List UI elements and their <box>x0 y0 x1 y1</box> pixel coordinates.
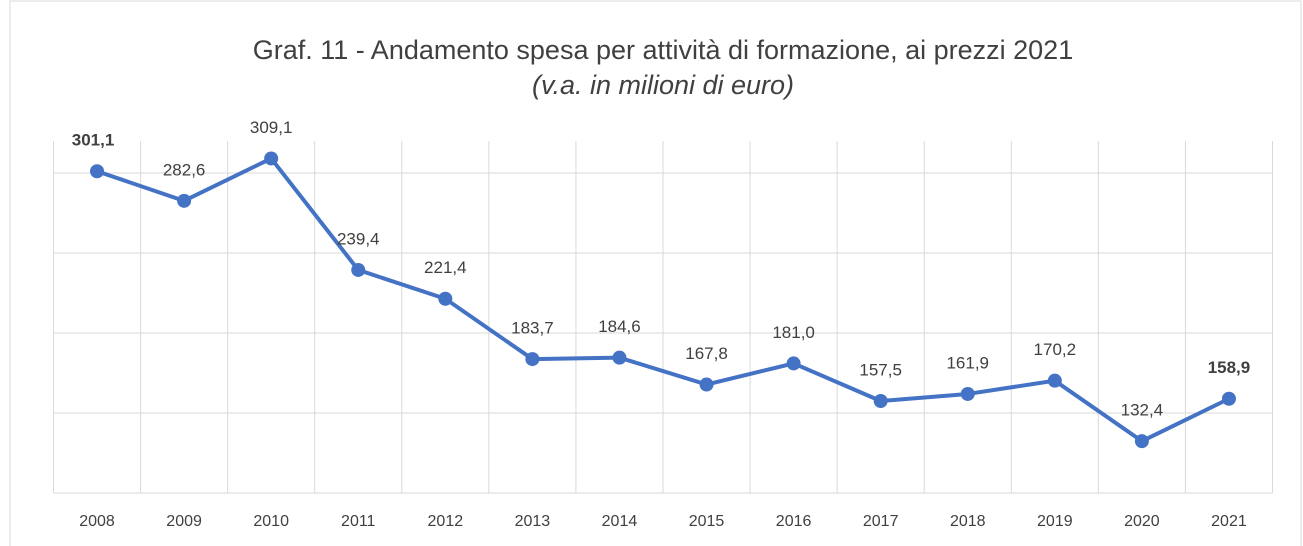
data-label: 184,6 <box>598 317 641 336</box>
data-label: 158,9 <box>1208 358 1251 377</box>
chart-border <box>9 0 1302 546</box>
x-tick-label: 2015 <box>689 513 725 530</box>
data-label: 132,4 <box>1121 401 1164 420</box>
x-tick-label: 2010 <box>253 513 289 530</box>
chart-subtitle: (v.a. in milioni di euro) <box>532 70 794 100</box>
data-label: 170,2 <box>1034 340 1077 359</box>
data-point <box>960 386 975 401</box>
x-tick-label: 2020 <box>1124 513 1160 530</box>
data-label: 239,4 <box>337 229 380 248</box>
data-point <box>1134 434 1149 449</box>
x-tick-label: 2017 <box>863 513 899 530</box>
data-point <box>351 262 366 277</box>
data-point <box>264 151 279 166</box>
data-label: 157,5 <box>859 360 902 379</box>
data-label: 161,9 <box>946 353 989 372</box>
x-tick-label: 2018 <box>950 513 986 530</box>
x-tick-label: 2019 <box>1037 513 1073 530</box>
data-point <box>438 291 453 306</box>
data-point <box>525 352 540 367</box>
x-tick-label: 2016 <box>776 513 812 530</box>
x-tick-label: 2009 <box>166 513 202 530</box>
data-label: 301,1 <box>72 131 115 150</box>
x-tick-label: 2011 <box>341 513 376 530</box>
data-label: 282,6 <box>163 160 206 179</box>
data-label: 309,1 <box>250 118 293 137</box>
data-label: 167,8 <box>685 344 728 363</box>
x-tick-label: 2021 <box>1211 513 1247 530</box>
data-label: 181,0 <box>772 323 815 342</box>
data-point <box>873 394 888 408</box>
x-tick-label: 2013 <box>515 513 551 530</box>
data-point <box>699 377 714 392</box>
data-label: 183,7 <box>511 319 554 338</box>
x-tick-label: 2008 <box>79 513 115 530</box>
chart-title: Graf. 11 - Andamento spesa per attività … <box>253 35 1073 65</box>
x-tick-label: 2014 <box>602 513 638 530</box>
series-line <box>96 156 1230 444</box>
data-point <box>1221 391 1236 406</box>
data-point <box>1047 373 1062 388</box>
x-tick-label: 2012 <box>428 513 464 530</box>
data-point <box>612 350 627 365</box>
data-point <box>177 193 192 208</box>
data-point <box>90 164 105 179</box>
data-label: 221,4 <box>424 258 467 277</box>
data-point <box>786 356 801 371</box>
